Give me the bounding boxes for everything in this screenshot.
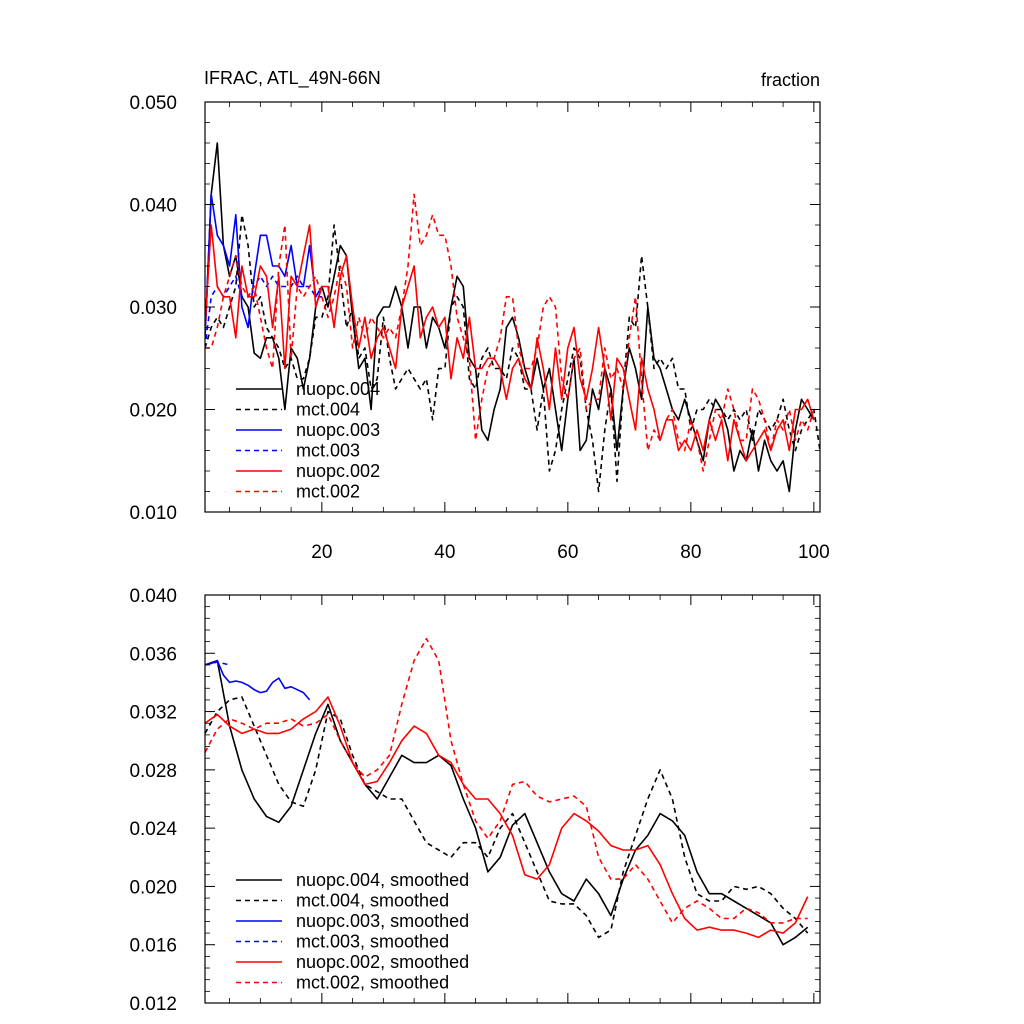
units-label: fraction	[761, 70, 820, 90]
legend-label: mct.003, smoothed	[296, 932, 449, 952]
y-tick-label: 0.020	[129, 401, 177, 422]
legend-label: nuopc.002, smoothed	[296, 952, 469, 972]
legend-label: nuopc.002	[296, 461, 380, 481]
y-tick-label: 0.020	[129, 877, 177, 898]
x-tick-label: 40	[434, 542, 455, 563]
y-tick-label: 0.010	[129, 503, 177, 524]
series-line-nuopc-003-smoothed	[205, 659, 311, 701]
y-tick-label: 0.016	[129, 936, 177, 957]
y-tick-label: 0.040	[129, 586, 177, 607]
chart-title: IFRAC, ATL_49N-66N	[204, 68, 381, 89]
legend-label: mct.002, smoothed	[296, 973, 449, 993]
series-line-nuopc-004	[205, 142, 815, 493]
legend-label: mct.003	[296, 441, 360, 461]
bottom-panel: 0.012 0.016 0.020 0.024 0.028 0.032 0.036 0.040…	[129, 586, 821, 1015]
legend-label: nuopc.003, smoothed	[296, 911, 469, 931]
plot-frame	[204, 594, 821, 1004]
series-line-mct-004-smoothed	[205, 696, 809, 939]
top-panel: 0.010 0.020 0.030 0.040 0.050 20 40 60 80 100 nuop…	[129, 93, 829, 563]
legend-label: mct.004	[296, 400, 360, 420]
series-line-nuopc-003	[205, 193, 323, 338]
y-tick-label: 0.032	[129, 703, 177, 724]
series-line-mct-003	[205, 275, 322, 349]
x-tick-label: 100	[798, 542, 830, 563]
y-tick-label: 0.024	[129, 819, 177, 840]
y-tick-label: 0.012	[129, 994, 177, 1015]
y-tick-label: 0.040	[129, 196, 177, 217]
series-line-nuopc-004-smoothed	[205, 659, 809, 946]
series-line-nuopc-002	[205, 224, 815, 462]
legend-label: nuopc.003	[296, 420, 380, 440]
legend-label: mct.004, smoothed	[296, 891, 449, 911]
legend-label: mct.002	[296, 482, 360, 502]
y-tick-label: 0.050	[129, 93, 177, 114]
y-tick-label: 0.030	[129, 298, 177, 319]
x-tick-label: 80	[680, 542, 701, 563]
x-tick-label: 20	[311, 542, 332, 563]
y-tick-label: 0.028	[129, 761, 177, 782]
legend-label: nuopc.004	[296, 379, 380, 399]
series-line-mct-002-smoothed	[205, 637, 808, 924]
series-line-nuopc-002-smoothed	[205, 696, 809, 939]
y-tick-label: 0.036	[129, 644, 177, 665]
series-line-mct-002	[205, 193, 815, 472]
series-line-mct-004	[205, 214, 820, 493]
x-tick-label: 60	[557, 542, 578, 563]
series-line-mct-003-smoothed	[205, 661, 230, 666]
legend-label: nuopc.004, smoothed	[296, 870, 469, 890]
